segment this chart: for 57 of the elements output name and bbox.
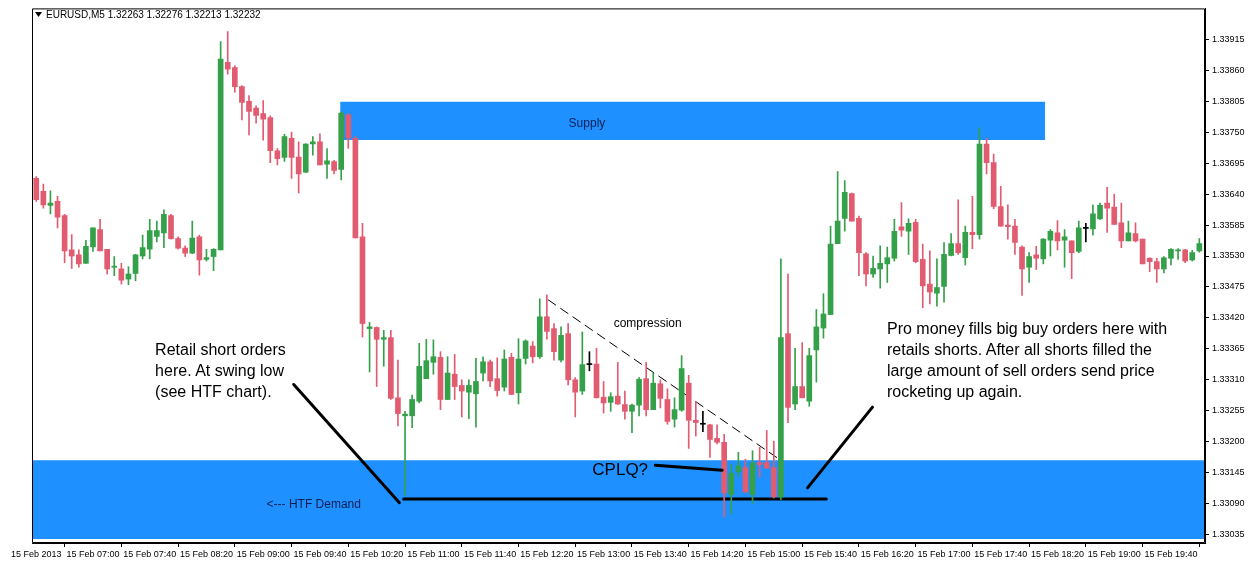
x-tick-label: 15 Feb 17:00 [917, 548, 971, 559]
band-label: Supply [568, 115, 606, 130]
x-tick-label: 15 Feb 2013 [10, 548, 62, 559]
annotation: Retail short orders here. At swing low (see HTF chart). [155, 340, 287, 403]
x-tick-label: 15 Feb 15:00 [747, 548, 801, 559]
y-tick-label: 1.33200 [1212, 436, 1245, 447]
chart-title: EURUSD,M5 1.32263 1.32276 1.32213 1.32232 [46, 9, 261, 21]
x-tick-label: 15 Feb 17:40 [974, 548, 1028, 559]
y-tick-label: 1.33310 [1212, 374, 1245, 385]
candlestick [799, 342, 806, 399]
annotation: compression [613, 314, 682, 331]
candlestick [310, 136, 316, 156]
y-tick-label: 1.33035 [1212, 529, 1245, 540]
y-tick-label: 1.33640 [1212, 188, 1245, 199]
x-tick-label: 15 Feb 19:00 [1087, 548, 1141, 559]
candlestick [629, 403, 635, 434]
x-tick-label: 15 Feb 07:00 [66, 548, 120, 559]
x-tick-label: 15 Feb 13:40 [633, 548, 687, 559]
y-tick-label: 1.33255 [1212, 405, 1245, 416]
candlestick [111, 256, 118, 277]
x-tick-label: 15 Feb 14:20 [690, 548, 744, 559]
candlestick [614, 362, 621, 405]
candlestick [934, 258, 940, 307]
candlestick [955, 199, 962, 255]
x-tick-label: 15 Feb 09:00 [236, 548, 290, 559]
x-tick-label: 15 Feb 09:40 [293, 548, 347, 559]
band-label: <--- HTF Demand [266, 496, 361, 511]
y-tick-label: 1.33090 [1212, 498, 1245, 509]
y-tick-label: 1.33805 [1212, 95, 1245, 106]
x-tick-label: 15 Feb 11:40 [463, 548, 517, 559]
y-tick-label: 1.33365 [1212, 343, 1245, 354]
y-tick-label: 1.33585 [1212, 219, 1245, 230]
candlestick [700, 410, 706, 432]
annotation: CPLQ? [592, 459, 649, 482]
candlestick [380, 329, 387, 367]
x-tick-label: 15 Feb 11:00 [407, 548, 460, 559]
y-tick-label: 1.33750 [1212, 126, 1245, 137]
x-tick-label: 15 Feb 07:40 [123, 548, 177, 559]
y-tick-label: 1.33530 [1212, 250, 1245, 261]
x-tick-label: 15 Feb 18:20 [1030, 548, 1085, 559]
y-tick-label: 1.33695 [1212, 157, 1245, 168]
annotation: Pro money fills big buy orders here with retails shorts. After all shorts filled the large amount of sell orders send price rocketing up again. [887, 318, 1169, 402]
x-tick-label: 15 Feb 08:20 [179, 548, 233, 559]
y-tick-label: 1.33145 [1212, 467, 1245, 478]
candlestick [1083, 223, 1089, 243]
x-tick-label: 15 Feb 12:20 [520, 548, 574, 559]
x-tick-label: 15 Feb 13:00 [577, 548, 631, 559]
candlestick [324, 148, 330, 179]
y-tick-label: 1.33420 [1212, 312, 1245, 323]
x-tick-label: 15 Feb 16:20 [860, 548, 914, 559]
x-tick-label: 15 Feb 15:40 [804, 548, 858, 559]
x-tick-label: 15 Feb 19:40 [1144, 548, 1198, 559]
y-tick-label: 1.33860 [1212, 64, 1245, 75]
candlestick [1033, 246, 1040, 270]
y-tick-label: 1.33915 [1212, 33, 1245, 44]
y-tick-label: 1.33475 [1212, 281, 1245, 292]
x-tick-label: 15 Feb 10:20 [350, 548, 404, 559]
